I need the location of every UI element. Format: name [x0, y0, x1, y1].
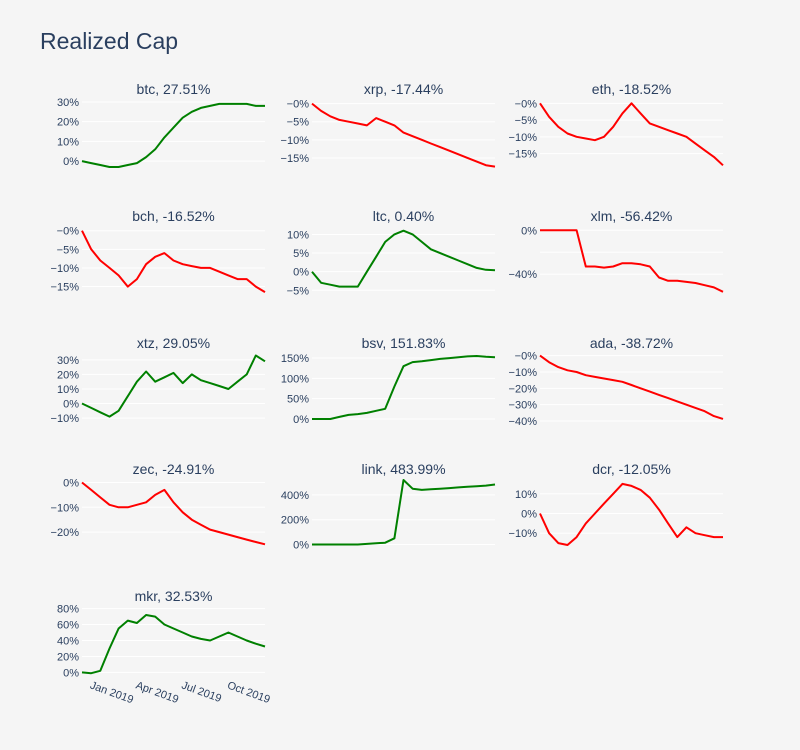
- y-tick-label: −10%: [51, 263, 80, 275]
- subplot-title: btc, 27.51%: [137, 81, 211, 97]
- subplot-title: xlm, -56.42%: [591, 208, 673, 224]
- y-tick-label: 0%: [521, 225, 537, 237]
- series-line: [311, 102, 496, 168]
- y-tick-label: −5%: [515, 115, 538, 127]
- x-tick-label: Jan 2019: [88, 680, 135, 707]
- y-tick-label: −10%: [509, 528, 538, 540]
- subplot: 10% 5% 0% −5% ltc, 0.40%: [287, 208, 496, 297]
- subplot-title: eth, -18.52%: [592, 81, 671, 97]
- series-line: [81, 230, 266, 293]
- y-tick-label: 0%: [63, 156, 79, 168]
- y-tick-label: −5%: [287, 117, 310, 129]
- series-line: [539, 482, 723, 546]
- y-tick-label: 10%: [57, 384, 79, 396]
- y-tick-label: 0%: [293, 414, 309, 426]
- y-tick-label: −10%: [51, 413, 80, 425]
- y-tick-label: 0%: [63, 667, 79, 679]
- subplot: 80% 60% 40% 20% 0% mkr, 32.53% Jan 2019 Apr 201…: [57, 588, 272, 706]
- y-tick-label: 30%: [57, 355, 79, 367]
- y-tick-label: 200%: [281, 515, 309, 527]
- subplot: −0% −5% −10% −15% bch, -16.52%: [51, 208, 266, 294]
- subplot-title: ada, -38.72%: [590, 335, 673, 351]
- y-tick-label: 0%: [293, 540, 309, 552]
- series-line: [81, 102, 265, 168]
- subplot: 400% 200% 0% link, 483.99%: [281, 461, 496, 552]
- subplot: −0% −5% −10% −15% xrp, -17.44%: [281, 81, 496, 168]
- subplot-title: link, 483.99%: [361, 461, 445, 477]
- subplot: −0% −10% −20% −30% −40% ada, -38.72%: [509, 335, 724, 428]
- y-tick-label: 5%: [293, 248, 309, 260]
- y-tick-label: 10%: [57, 136, 79, 148]
- y-tick-label: 0%: [293, 267, 309, 279]
- y-tick-label: −5%: [57, 244, 80, 256]
- subplot-title: dcr, -12.05%: [592, 461, 671, 477]
- subplot-title: bsv, 151.83%: [362, 335, 446, 351]
- y-tick-label: 10%: [515, 489, 537, 501]
- y-tick-label: 20%: [57, 369, 79, 381]
- series-line: [81, 354, 266, 418]
- y-tick-label: −30%: [509, 400, 538, 412]
- y-tick-label: −20%: [51, 527, 80, 539]
- subplot: 0% −40% xlm, -56.42%: [509, 208, 724, 293]
- y-tick-label: −40%: [509, 269, 538, 281]
- series-line: [311, 229, 496, 288]
- y-tick-label: 30%: [57, 97, 79, 109]
- figure-title: Realized Cap: [40, 28, 179, 54]
- subplot-title: xrp, -17.44%: [364, 81, 443, 97]
- y-tick-label: 0%: [63, 477, 79, 489]
- subplot: 150% 100% 50% 0% bsv, 151.83%: [281, 335, 496, 426]
- subplot-title: xtz, 29.05%: [137, 335, 210, 351]
- y-tick-label: −10%: [51, 502, 80, 514]
- y-tick-label: 10%: [287, 229, 309, 241]
- y-tick-label: −40%: [509, 416, 538, 428]
- y-tick-label: 100%: [281, 373, 309, 385]
- y-tick-label: 20%: [57, 651, 79, 663]
- x-tick-label: Jul 2019: [180, 680, 223, 706]
- y-tick-label: −5%: [287, 285, 310, 297]
- series-line: [539, 354, 724, 420]
- y-tick-label: −15%: [281, 153, 310, 165]
- y-tick-label: 80%: [57, 604, 79, 616]
- y-tick-label: −15%: [509, 149, 538, 161]
- y-tick-label: −10%: [509, 367, 538, 379]
- y-tick-label: 150%: [281, 353, 309, 365]
- series-line: [540, 229, 724, 293]
- y-tick-label: 50%: [287, 394, 309, 406]
- series-line: [539, 102, 724, 167]
- series-line: [312, 355, 496, 420]
- y-tick-label: −10%: [509, 132, 538, 144]
- y-tick-label: −0%: [515, 351, 538, 363]
- y-tick-label: 0%: [521, 509, 537, 521]
- subplot-title: mkr, 32.53%: [135, 588, 213, 604]
- y-tick-label: −0%: [515, 98, 538, 110]
- y-tick-label: 0%: [63, 399, 79, 411]
- series-line: [81, 614, 266, 675]
- subplot: 10% 0% −10% dcr, -12.05%: [509, 461, 723, 546]
- x-tick-label: Oct 2019: [226, 680, 272, 707]
- subplot: 0% 10% 20% 30% btc, 27.51%: [57, 81, 265, 168]
- y-tick-label: 400%: [281, 490, 309, 502]
- y-tick-label: 20%: [57, 117, 79, 129]
- y-tick-label: −0%: [287, 99, 310, 111]
- series-line: [81, 481, 266, 546]
- subplot: 30% 20% 10% 0% −10% xtz, 29.05%: [51, 335, 266, 425]
- y-tick-label: −15%: [51, 282, 80, 294]
- y-tick-label: 60%: [57, 620, 79, 632]
- subplot: 0% −10% −20% zec, -24.91%: [51, 461, 266, 546]
- y-tick-label: −20%: [509, 383, 538, 395]
- subplot-title: zec, -24.91%: [133, 461, 215, 477]
- series-line: [312, 479, 496, 546]
- subplot-title: bch, -16.52%: [132, 208, 215, 224]
- subplot-title: ltc, 0.40%: [373, 208, 434, 224]
- y-tick-label: 40%: [57, 636, 79, 648]
- y-tick-label: −0%: [57, 226, 80, 238]
- y-tick-label: −10%: [281, 135, 310, 147]
- subplot: −0% −5% −10% −15% eth, -18.52%: [509, 81, 724, 167]
- x-tick-label: Apr 2019: [134, 680, 180, 707]
